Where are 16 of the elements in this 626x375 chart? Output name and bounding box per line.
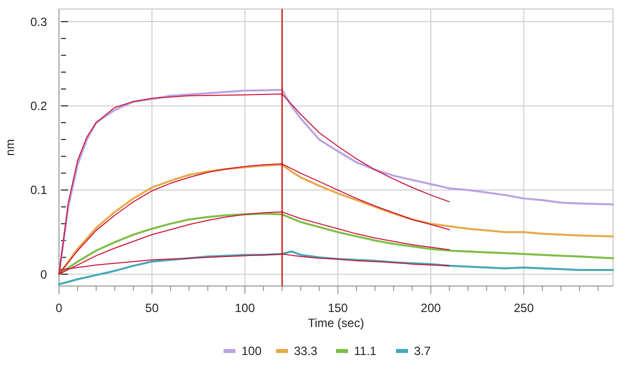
legend-label: 3.7 <box>414 344 432 358</box>
y-tick-label: 0.2 <box>30 99 48 114</box>
x-tick-label: 50 <box>145 301 159 315</box>
x-axis-title: Time (sec) <box>308 316 364 330</box>
y-tick-label: 0 <box>40 267 48 282</box>
x-tick-label: 100 <box>234 301 256 315</box>
x-tick-label: 250 <box>514 301 534 315</box>
legend-label: 100 <box>242 344 262 358</box>
y-axis-title: nm <box>3 139 17 156</box>
legend-label: 33.3 <box>294 344 318 358</box>
y-tick-label: 0.1 <box>30 183 48 198</box>
y-tick-label: 0.3 <box>30 14 48 29</box>
x-tick-label: 200 <box>420 301 442 315</box>
x-tick-label: 0 <box>56 301 63 315</box>
legend-label: 11.1 <box>354 344 377 358</box>
x-tick-label: 150 <box>328 301 348 315</box>
